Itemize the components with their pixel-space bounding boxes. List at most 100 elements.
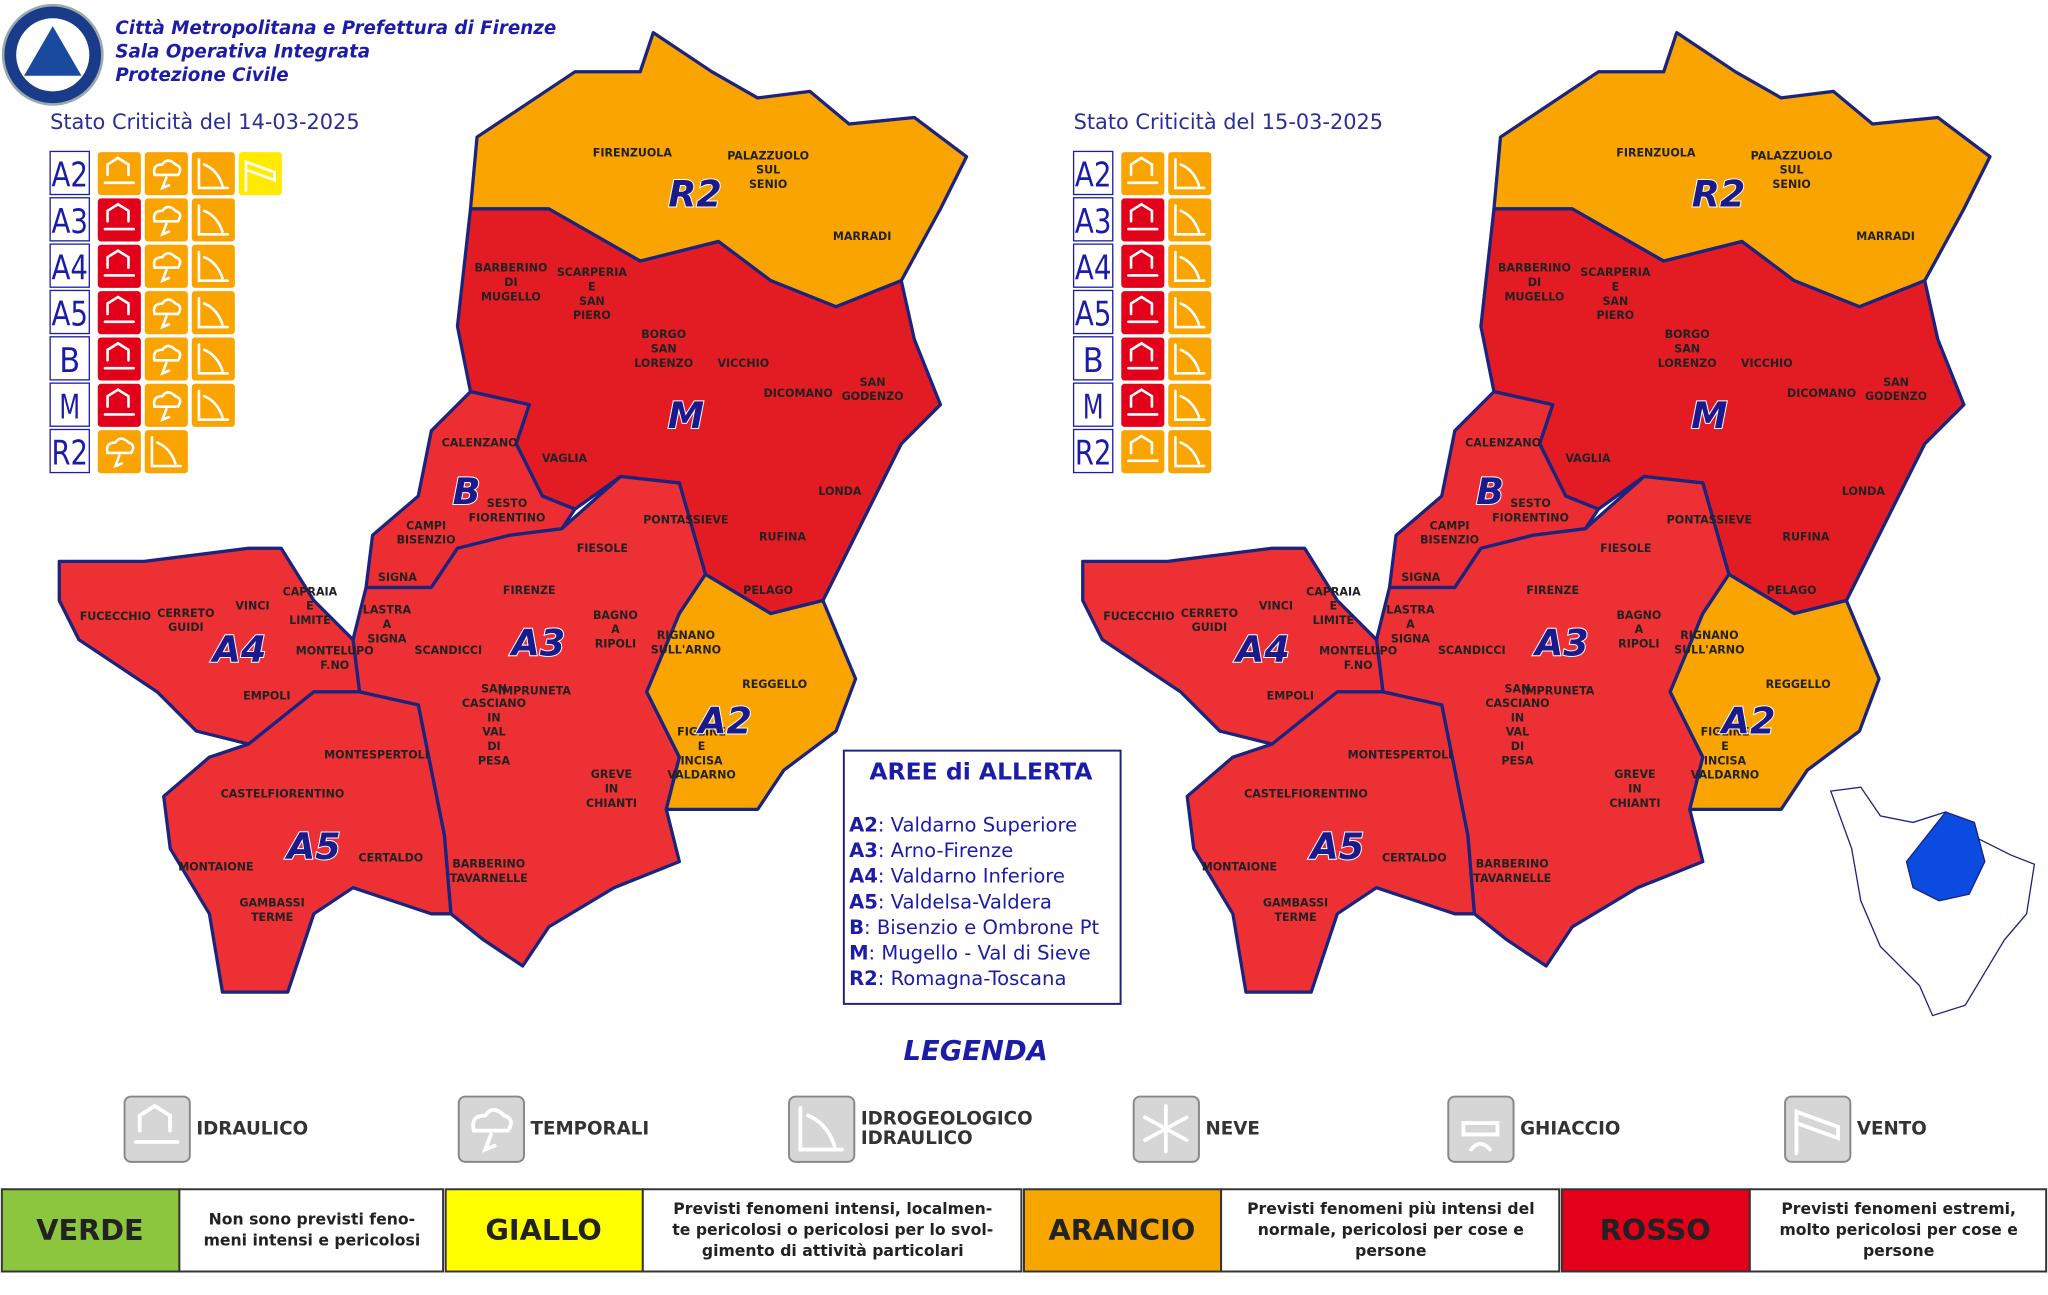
municipality-label: RIGNANO: [1680, 629, 1738, 642]
municipality-label: RUFINA: [759, 530, 806, 543]
municipality-label: SCARPERIA: [557, 266, 628, 279]
municipality-label: BARBERINO: [475, 262, 548, 275]
municipality-label: BARBERINO: [452, 857, 525, 870]
municipality-label: GUIDI: [1192, 621, 1228, 634]
municipality-label: TAVARNELLE: [1473, 872, 1551, 885]
municipality-label: CASTELFIORENTINO: [221, 788, 345, 801]
municipality-label: SAN: [1883, 376, 1909, 389]
icon-glyph: [471, 1107, 513, 1153]
risk-icon: [1119, 289, 1166, 336]
municipality-label: LASTRA: [1386, 604, 1435, 617]
municipality-label: DI: [487, 740, 500, 753]
municipality-label: EMPOLI: [1267, 690, 1314, 703]
municipality-label: PELAGO: [1767, 584, 1817, 597]
row-code: A2: [51, 156, 88, 196]
area-desc: : Valdarno Inferiore: [878, 865, 1065, 888]
code-box: [1072, 428, 1114, 474]
risk-icon: [1166, 382, 1213, 429]
zone-code: R2: [1692, 172, 1746, 215]
municipality-label: A: [611, 623, 620, 636]
icon-glyph: [197, 250, 229, 282]
header-line: Sala Operativa Integrata: [115, 41, 370, 62]
code-box: [49, 382, 90, 427]
municipality-label: IMPRUNETA: [498, 684, 571, 697]
zone-area: [1668, 572, 1881, 812]
municipality-label: LASTRA: [363, 604, 412, 617]
icon-glyph: [1174, 389, 1206, 422]
zone-code: M: [668, 394, 704, 437]
area-code: A2: [849, 814, 878, 837]
municipality-label: SENIO: [749, 178, 787, 191]
risk-icon: [1166, 243, 1213, 290]
icon-glyph: [197, 389, 229, 422]
municipality-label: FIRENZUOLA: [593, 147, 673, 160]
legend-label: IDROGEOLOGICO: [861, 1109, 1033, 1130]
risk-icon: [190, 336, 237, 382]
icon-glyph: [197, 343, 229, 375]
zone-code: A2: [695, 700, 752, 743]
row-code: A3: [51, 202, 88, 242]
risk-icon: [143, 289, 190, 336]
code-box: [49, 243, 90, 288]
municipality-label: CERTALDO: [359, 852, 424, 865]
municipality-label: FIRENZE: [1526, 584, 1579, 597]
municipality-label: IN: [487, 711, 500, 724]
municipality-label: INCISA: [1704, 754, 1747, 767]
risk-icon: [96, 197, 143, 243]
municipality-label: SIGNA: [1401, 571, 1440, 584]
municipality-label: PONTASSIEVE: [643, 513, 728, 526]
icon-glyph: [244, 160, 276, 192]
icon-glyph: [197, 204, 229, 236]
icon-glyph: [1127, 202, 1159, 231]
municipality-label: CERRETO: [157, 607, 214, 620]
municipality-label: FIRENZUOLA: [1616, 147, 1696, 160]
legend-label: VENTO: [1857, 1118, 1927, 1139]
risk-icon: [190, 150, 237, 197]
municipality-label: IN: [605, 782, 618, 795]
legend-icon: [1447, 1095, 1515, 1163]
municipality-label: VAL: [482, 726, 505, 739]
level-name: GIALLO: [485, 1213, 601, 1247]
zone-code: A3: [1532, 621, 1589, 664]
municipality-label: SULL'ARNO: [651, 643, 721, 656]
municipality-label: CHIANTI: [1609, 797, 1660, 810]
legend-icon: [788, 1095, 856, 1163]
legend-glyph: [471, 1107, 513, 1153]
municipality-label: PIERO: [573, 309, 611, 322]
municipality-label: SAN: [1674, 342, 1700, 355]
municipality-label: TERME: [251, 911, 293, 924]
header-line: Protezione Civile: [115, 65, 288, 86]
icon-glyph: [103, 295, 135, 324]
level-name: VERDE: [36, 1213, 143, 1247]
area-code: A4: [849, 865, 878, 888]
area-desc: : Valdelsa-Valdera: [878, 890, 1052, 913]
icon-glyph: [197, 157, 229, 190]
level-desc-cell: [178, 1188, 445, 1273]
risk-icon: [1166, 428, 1213, 475]
municipality-label: FUCECCHIO: [1103, 610, 1174, 623]
area-code: R2: [849, 967, 878, 990]
municipality-label: PALAZZUOLO: [727, 149, 809, 162]
municipality-label: EMPOLI: [243, 690, 290, 703]
zone-code: B: [453, 470, 481, 513]
area-item: A3: Arno-Firenze: [849, 839, 1013, 862]
municipality-label: GREVE: [591, 768, 632, 781]
municipality-label: FIORENTINO: [1492, 512, 1569, 525]
level-cell: [444, 1188, 644, 1273]
icon-glyph: [1174, 204, 1206, 236]
risk-icon: [96, 382, 143, 429]
municipality-label: RIPOLI: [595, 638, 636, 651]
level-desc: Previsti fenomeni estremi,: [1781, 1199, 2016, 1218]
municipality-label: LIMITE: [289, 614, 330, 627]
row-code: R2: [1075, 434, 1112, 474]
legend-glyph: [1794, 1109, 1840, 1156]
risk-icon: [190, 197, 237, 243]
municipality-label: MONTELUPO: [1319, 645, 1397, 658]
municipality-label: FUCECCHIO: [80, 610, 151, 623]
icon-glyph: [1127, 341, 1159, 370]
code-box: [1072, 243, 1114, 288]
code-box: [49, 197, 90, 242]
icon-glyph: [798, 1106, 844, 1152]
map-title: Stato Criticità del 14-03-2025: [50, 110, 360, 134]
